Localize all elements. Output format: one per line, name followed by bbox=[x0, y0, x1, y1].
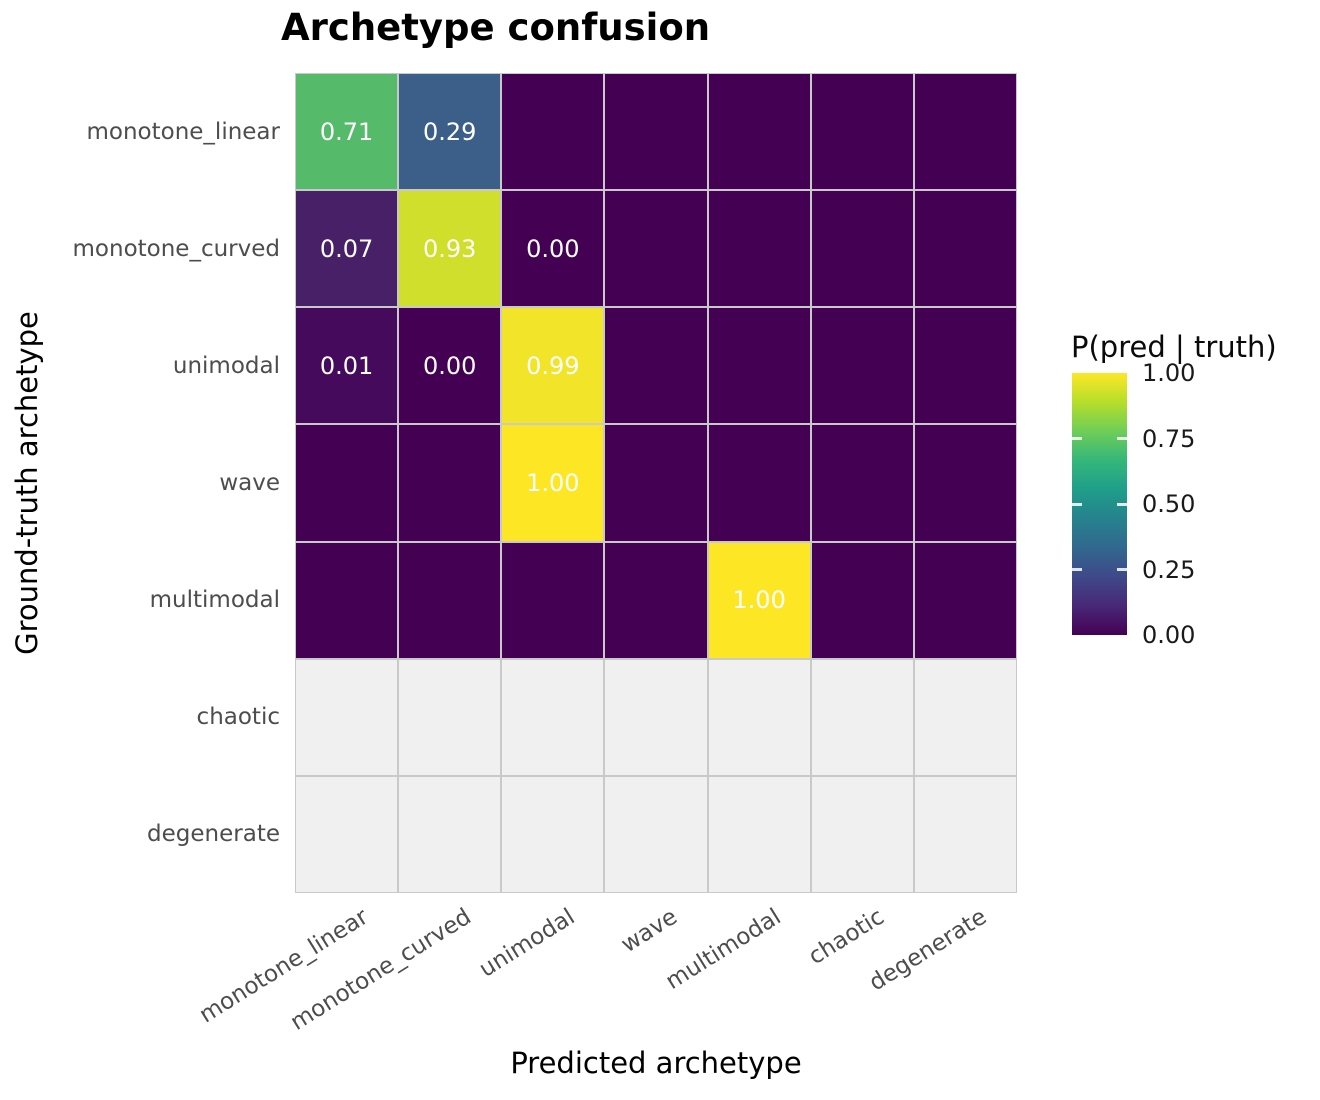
heatmap-cell bbox=[604, 73, 708, 191]
y-tick-label: unimodal bbox=[172, 352, 280, 379]
heatmap-cell bbox=[295, 775, 399, 893]
heatmap-cell bbox=[501, 775, 605, 893]
heatmap-cell bbox=[810, 658, 914, 776]
y-tick-label: degenerate bbox=[147, 821, 280, 848]
heatmap-cell bbox=[913, 424, 1017, 542]
heatmap-cell bbox=[604, 190, 708, 308]
heatmap-cell bbox=[913, 190, 1017, 308]
heatmap-cell: 1.00 bbox=[501, 424, 605, 542]
y-tick-label: monotone_linear bbox=[86, 118, 280, 145]
heatmap-cell bbox=[398, 775, 502, 893]
heatmap-cell bbox=[810, 73, 914, 191]
heatmap-cell bbox=[707, 424, 811, 542]
heatmap-cell bbox=[810, 190, 914, 308]
cell-value-label: 0.71 bbox=[319, 117, 374, 146]
y-tick-label: multimodal bbox=[149, 587, 280, 614]
heatmap-cell bbox=[707, 775, 811, 893]
x-tick-label: monotone_linear bbox=[194, 903, 373, 1029]
legend-title: P(pred | truth) bbox=[1071, 330, 1277, 364]
legend-bar-tick bbox=[1072, 568, 1082, 571]
x-tick-label: monotone_curved bbox=[286, 903, 477, 1036]
cell-value-label: 0.00 bbox=[422, 351, 477, 380]
cell-value-label: 1.00 bbox=[526, 468, 580, 497]
heatmap-cell bbox=[501, 658, 605, 776]
y-tick-label: monotone_curved bbox=[72, 235, 280, 262]
heatmap-cell bbox=[810, 541, 914, 659]
x-tick-label: chaotic bbox=[804, 903, 889, 971]
legend-bar-tick bbox=[1117, 437, 1127, 440]
heatmap-cell: 0.71 bbox=[295, 73, 399, 191]
heatmap-cell bbox=[295, 541, 399, 659]
x-tick-label: multimodal bbox=[661, 903, 786, 995]
heatmap-cell bbox=[295, 658, 399, 776]
cell-value-label: 0.99 bbox=[526, 351, 580, 380]
heatmap-cell: 0.07 bbox=[295, 190, 399, 308]
heatmap-cell bbox=[913, 775, 1017, 893]
heatmap-cell bbox=[501, 73, 605, 191]
heatmap-cell bbox=[810, 307, 914, 425]
y-tick-label: wave bbox=[219, 470, 280, 496]
heatmap-panel: 0.71 0.29 0.07 0.93 0.00 0.01 0.00 0.99 1.00 1.00 bbox=[295, 73, 1017, 893]
heatmap-cell bbox=[913, 541, 1017, 659]
heatmap-cell bbox=[604, 775, 708, 893]
heatmap-cell: 0.00 bbox=[398, 307, 502, 425]
cell-value-label: 0.01 bbox=[319, 351, 374, 380]
x-tick-label: unimodal bbox=[474, 903, 580, 983]
heatmap-cell bbox=[913, 73, 1017, 191]
heatmap-cell bbox=[398, 541, 502, 659]
legend-tick-label: 0.25 bbox=[1142, 555, 1196, 584]
legend-tick-label: 0.50 bbox=[1142, 490, 1196, 518]
legend-tick-label: 0.75 bbox=[1142, 424, 1196, 453]
legend-bar-tick bbox=[1072, 502, 1082, 506]
y-tick-label: chaotic bbox=[196, 704, 280, 731]
legend-bar-tick bbox=[1117, 568, 1127, 571]
heatmap-cell bbox=[913, 658, 1017, 776]
cell-value-label: 0.00 bbox=[526, 234, 580, 263]
legend-bar-tick bbox=[1072, 437, 1082, 440]
heatmap-cell bbox=[398, 424, 502, 542]
heatmap-cell bbox=[810, 775, 914, 893]
heatmap-cell bbox=[707, 658, 811, 776]
heatmap-cell bbox=[604, 307, 708, 425]
heatmap-cell: 0.99 bbox=[501, 307, 605, 425]
legend-tick-label: 1.00 bbox=[1142, 359, 1196, 387]
heatmap-cell bbox=[604, 541, 708, 659]
heatmap-cell bbox=[398, 658, 502, 776]
heatmap-cell bbox=[913, 307, 1017, 425]
x-axis-title: Predicted archetype bbox=[510, 1046, 802, 1080]
heatmap-cell: 1.00 bbox=[707, 541, 811, 659]
heatmap-cell bbox=[604, 424, 708, 542]
heatmap-cell: 0.29 bbox=[398, 73, 502, 191]
heatmap-cell: 0.01 bbox=[295, 307, 399, 425]
heatmap-cell bbox=[295, 424, 399, 542]
x-tick-label: wave bbox=[617, 903, 683, 959]
heatmap-cell bbox=[707, 73, 811, 191]
cell-value-label: 0.29 bbox=[422, 117, 477, 146]
chart-title: Archetype confusion bbox=[281, 6, 711, 49]
heatmap-cell bbox=[707, 307, 811, 425]
legend-tick-label: 0.00 bbox=[1142, 621, 1196, 649]
heatmap-cell bbox=[501, 541, 605, 659]
cell-value-label: 0.93 bbox=[422, 234, 477, 263]
heatmap-cell: 0.93 bbox=[398, 190, 502, 308]
heatmap-cell bbox=[810, 424, 914, 542]
heatmap-cell bbox=[707, 190, 811, 308]
legend-bar-tick bbox=[1117, 502, 1127, 506]
cell-value-label: 0.07 bbox=[319, 234, 374, 263]
cell-value-label: 1.00 bbox=[732, 586, 786, 615]
heatmap-cell: 0.00 bbox=[501, 190, 605, 308]
heatmap-cell bbox=[604, 658, 708, 776]
